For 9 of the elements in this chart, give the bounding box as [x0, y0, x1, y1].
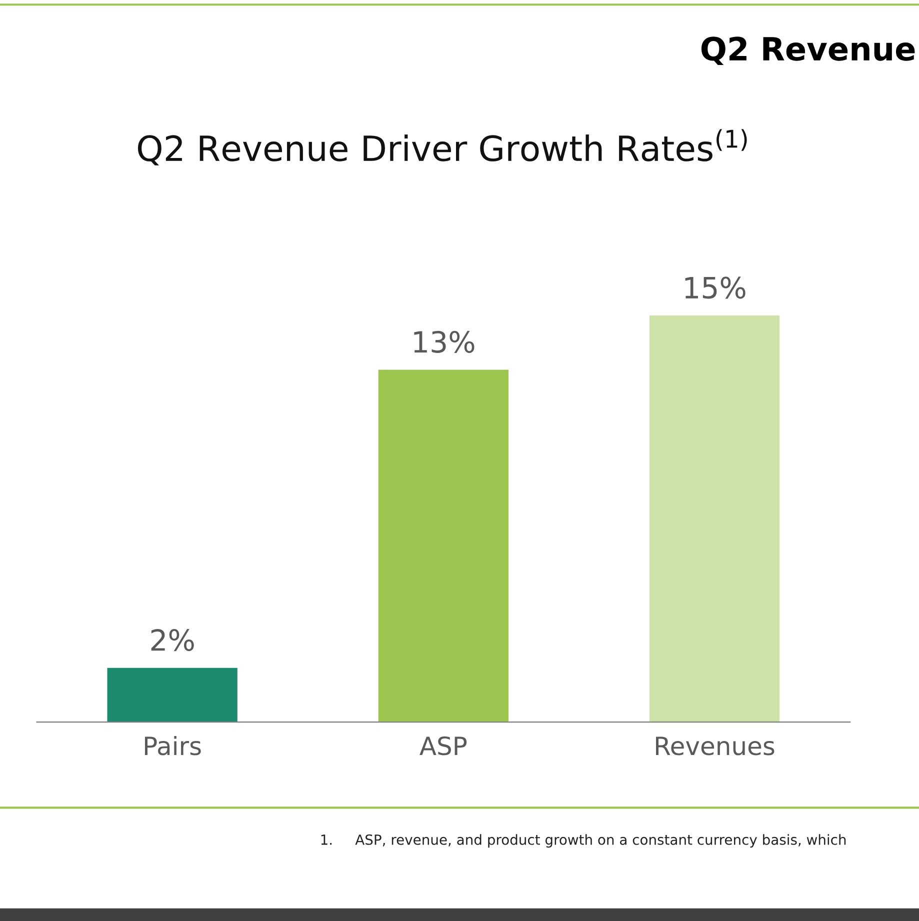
data-label: 15% — [685, 276, 746, 299]
text: Q2 Revenue — [701, 36, 915, 66]
x-tick-label: Pairs — [145, 736, 201, 756]
text: 1. ASP, revenue, and product growth on a constant currency basis, which — [321, 834, 846, 848]
data-label: 2% — [151, 629, 194, 652]
data-label: 13% — [414, 330, 474, 353]
x-tick-label: Revenues — [656, 736, 774, 756]
chart-title: Q2 Revenue Driver Growth Rates$^{(1)}$ — [138, 129, 747, 166]
x-tick-label: ASP — [420, 736, 467, 756]
